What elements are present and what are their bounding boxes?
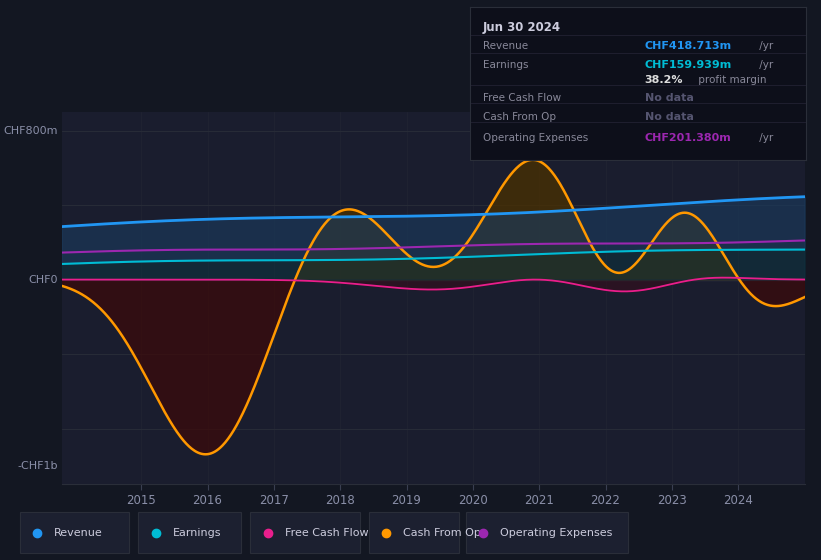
Text: CHF159.939m: CHF159.939m <box>644 60 732 70</box>
FancyBboxPatch shape <box>369 512 460 553</box>
Text: /yr: /yr <box>756 60 773 70</box>
Text: CHF0: CHF0 <box>29 274 57 284</box>
FancyBboxPatch shape <box>20 512 129 553</box>
Text: Free Cash Flow: Free Cash Flow <box>483 94 562 104</box>
Text: Cash From Op: Cash From Op <box>403 528 481 538</box>
Text: No data: No data <box>644 94 694 104</box>
Text: Cash From Op: Cash From Op <box>483 111 556 122</box>
Text: Revenue: Revenue <box>54 528 103 538</box>
Text: Earnings: Earnings <box>483 60 529 70</box>
Text: CHF800m: CHF800m <box>3 125 57 136</box>
Text: No data: No data <box>644 111 694 122</box>
FancyBboxPatch shape <box>250 512 360 553</box>
FancyBboxPatch shape <box>466 512 628 553</box>
Text: Free Cash Flow: Free Cash Flow <box>285 528 369 538</box>
Text: CHF201.380m: CHF201.380m <box>644 133 732 143</box>
Text: CHF418.713m: CHF418.713m <box>644 41 732 51</box>
Text: /yr: /yr <box>756 133 773 143</box>
Text: profit margin: profit margin <box>695 75 767 85</box>
Text: Operating Expenses: Operating Expenses <box>500 528 612 538</box>
Text: Operating Expenses: Operating Expenses <box>483 133 589 143</box>
Text: /yr: /yr <box>756 41 773 51</box>
Text: Earnings: Earnings <box>172 528 221 538</box>
Text: Revenue: Revenue <box>483 41 528 51</box>
Text: -CHF1b: -CHF1b <box>17 461 57 471</box>
Text: 38.2%: 38.2% <box>644 75 683 85</box>
FancyBboxPatch shape <box>138 512 241 553</box>
Text: Jun 30 2024: Jun 30 2024 <box>483 21 562 34</box>
